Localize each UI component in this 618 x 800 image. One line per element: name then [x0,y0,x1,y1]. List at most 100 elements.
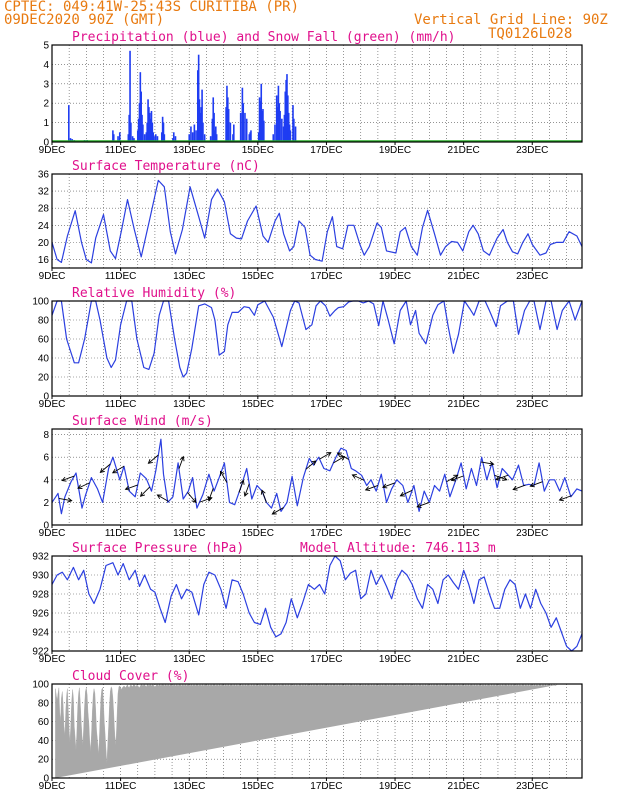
wind-arrow-head [271,509,277,515]
wind-arrow-head [156,494,162,500]
precip-bar [292,105,294,142]
wind-arrow [319,452,332,460]
wind-arrow-shaft [365,485,379,491]
x-tick-label: 19DEC [379,528,411,539]
precip-bar [203,134,206,142]
precip-bar [200,107,203,142]
wind-arrow-head [311,460,317,466]
wind-arrow [77,482,90,489]
precip-bar [198,99,201,142]
wind-arrow-head [147,458,153,464]
panel-frame [51,428,583,526]
precip-bar [257,132,260,142]
y-tick-label: 100 [32,680,49,691]
precip-bar [227,97,229,142]
wind-arrow [529,481,543,488]
precip-bar [140,91,142,142]
header-run-date: 09DEC2020 90Z (GMT) [4,12,164,28]
precip-bar [209,136,212,142]
wind-arrow-head [111,468,118,474]
wind-arrow-shaft [352,474,365,481]
wind-arrow [351,474,365,481]
wind-arrow [207,488,214,502]
precip-bar [293,118,295,142]
x-tick-label: 9DEC [39,145,66,156]
precip-bar [278,103,281,142]
y-tick-label: 922 [32,647,49,658]
precip-bar [136,130,139,142]
precip-bar [225,107,227,142]
x-tick-label: 19DEC [379,271,411,282]
precip-bar [172,132,175,142]
precip-bar [250,130,252,142]
wind-arrow-head [239,479,245,485]
precip-bar [277,85,280,142]
precip-bar [133,138,135,142]
precip-bar [272,134,275,142]
y-tick-label: 3 [43,79,49,90]
x-tick-label: 15DEC [242,145,274,156]
header-station: CPTEC: 049:41W-25:43S CURITIBA (PR) [4,0,299,15]
x-tick-label: 11DEC [105,528,137,539]
x-tick-label: 11DEC [105,781,137,792]
y-tick-label: 36 [38,170,50,181]
wind-arrow-shaft [157,494,169,502]
precip-bar [294,126,297,142]
precip-bar [138,103,141,142]
precip-bar [129,50,131,142]
precip-bar [190,126,192,142]
x-tick-label: 23DEC [516,145,548,156]
precip-bar [68,105,70,142]
precip-bar [152,132,154,142]
y-tick-label: 5 [43,41,49,52]
precip-bar [229,122,232,142]
precip-bar [289,130,292,142]
x-tick-label: 21DEC [448,399,480,410]
wind-arrow [124,484,138,491]
precip-bar [141,114,143,142]
x-tick-label: 13DEC [173,271,205,282]
precip-bar [283,114,286,142]
precip-bar [215,134,218,142]
precip-bar [146,122,148,142]
x-tick-label: 21DEC [448,145,480,156]
x-tick-label: 15DEC [242,271,274,282]
wind-arrow [271,507,284,515]
wind-arrow-shaft [58,498,72,502]
y-tick-label: 4 [43,60,49,71]
precip-bar [142,124,144,142]
precip-bar [196,70,199,142]
wind-arrow-shaft [125,484,138,490]
precip-bar [148,112,151,142]
wind-arrow [446,474,459,483]
wind-arrow [336,452,349,460]
panel-annotation-pressure: Model Altitude: 746.113 m [300,541,496,556]
panel-precip: Precipitation (blue) and Snow Fall (gree… [39,30,583,156]
panel-wind: Surface Wind (m/s) 0 2 4 6 8 9DEC 11DEC 13DEC 15D… [39,414,583,539]
precip-bar [148,107,150,142]
precip-bar [69,138,72,142]
precip-bar [161,116,164,142]
wind-arrow-shaft [220,471,228,483]
y-tick-label: 80 [38,698,50,709]
y-tick-label: 0 [43,138,49,149]
precip-bar [288,124,291,142]
precip-bar [160,132,163,142]
wind-arrow-head [351,474,357,479]
series-line-pressure [51,555,583,652]
y-tick-label: 2 [43,498,49,509]
precip-bar [174,136,177,142]
y-tick-label: 928 [32,590,49,601]
series-line-rh [51,300,583,378]
y-tick-label: 40 [38,736,50,747]
wind-arrow-head [399,491,405,497]
x-tick-label: 17DEC [310,528,342,539]
precip-bar [275,95,278,142]
precip-bar [112,134,115,142]
panel-title-precip: Precipitation (blue) and Snow Fall (gree… [72,30,456,45]
precip-bar [154,134,157,142]
y-tick-label: 20 [38,373,50,384]
wind-arrow [416,501,430,508]
panel-frame [51,683,583,779]
precip-bar [195,130,197,142]
